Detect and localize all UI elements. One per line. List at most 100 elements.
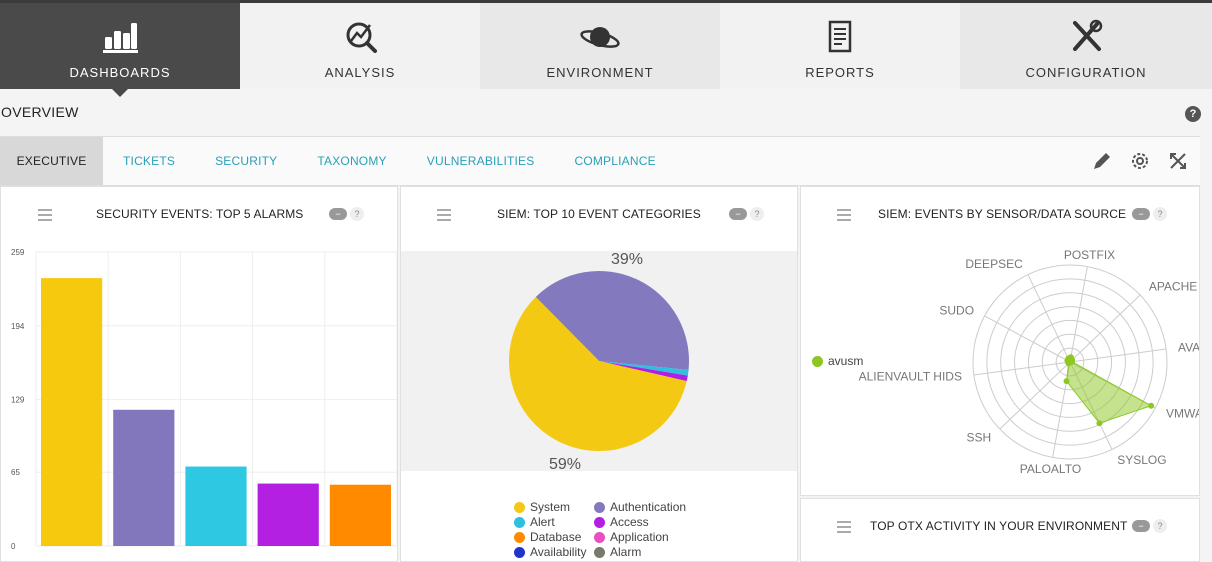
widget-help-icon[interactable]: ? xyxy=(1153,519,1167,533)
widget-events-by-sensor: SIEM: EVENTS BY SENSOR/DATA SOURCE − ? a… xyxy=(800,186,1200,496)
menu-icon[interactable] xyxy=(837,209,851,221)
widget-help-icon[interactable]: ? xyxy=(350,207,364,221)
pie-slice[interactable] xyxy=(535,271,689,371)
bar[interactable] xyxy=(113,409,175,546)
widget-controls: − ? xyxy=(729,207,764,221)
pie-legend-item[interactable]: Authentication xyxy=(594,500,686,514)
nav-reports-label: REPORTS xyxy=(805,65,875,80)
tab-taxonomy[interactable]: TAXONOMY xyxy=(317,154,387,168)
magnifier-chart-icon xyxy=(346,22,377,53)
radar-axis-label: POSTFIX xyxy=(1064,248,1115,262)
menu-icon[interactable] xyxy=(38,209,52,221)
fullscreen-icon[interactable] xyxy=(1166,149,1190,173)
widget-event-categories: SIEM: TOP 10 EVENT CATEGORIES − ? 39% 59%… xyxy=(400,186,798,562)
radar-axis-label: APACHE xyxy=(1149,280,1197,294)
legend-label: System xyxy=(530,500,571,514)
legend-dot xyxy=(812,355,823,367)
widget-otx-activity: TOP OTX ACTIVITY IN YOUR ENVIRONMENT − ? xyxy=(800,498,1200,562)
legend-dot xyxy=(594,531,605,543)
radar-point[interactable] xyxy=(1065,355,1072,362)
document-icon xyxy=(828,20,852,53)
pencil-icon[interactable] xyxy=(1090,149,1114,173)
collapse-toggle[interactable]: − xyxy=(1132,520,1150,532)
widget-help-icon[interactable]: ? xyxy=(1153,207,1167,221)
widget-header: SIEM: EVENTS BY SENSOR/DATA SOURCE − ? xyxy=(801,187,1199,243)
gear-icon[interactable] xyxy=(1128,149,1152,173)
y-tick-label: 65 xyxy=(11,468,20,477)
nav-dashboards[interactable]: DASHBOARDS xyxy=(0,3,240,97)
page-title: OVERVIEW xyxy=(1,104,79,120)
radar-axis xyxy=(999,361,1071,430)
tools-icon xyxy=(1073,19,1103,51)
radar-ring xyxy=(1027,319,1113,405)
nav-environment[interactable]: ENVIRONMENT xyxy=(480,3,720,89)
radar-axis xyxy=(973,361,1071,376)
radar-legend-item[interactable]: avusm xyxy=(812,354,863,368)
radar-axis-label: PALOALTO xyxy=(1020,462,1081,476)
pie-legend-item[interactable]: Availability xyxy=(514,545,586,559)
bar[interactable] xyxy=(41,278,103,546)
widget-header: SECURITY EVENTS: TOP 5 ALARMS − ? xyxy=(1,187,397,243)
radar-axis xyxy=(1069,348,1167,363)
pie-slice[interactable] xyxy=(509,296,687,452)
legend-label: Application xyxy=(610,530,669,544)
radar-ring xyxy=(1041,333,1099,391)
dashboard-tabs: EXECUTIVE TICKETS SECURITY TAXONOMY VULN… xyxy=(0,136,1200,186)
menu-icon[interactable] xyxy=(437,209,451,221)
radar-axis xyxy=(984,315,1071,363)
radar-axis-label: DEEPSEC xyxy=(965,257,1023,271)
widget-title: SIEM: TOP 10 EVENT CATEGORIES xyxy=(497,207,701,221)
tab-tickets[interactable]: TICKETS xyxy=(123,154,176,168)
tab-security[interactable]: SECURITY xyxy=(215,154,278,168)
radar-axis xyxy=(1069,294,1141,363)
tab-vulnerabilities[interactable]: VULNERABILITIES xyxy=(426,154,535,168)
pie-slice[interactable] xyxy=(599,361,688,382)
nav-analysis[interactable]: ANALYSIS xyxy=(240,3,480,89)
radar-point[interactable] xyxy=(1148,402,1155,409)
pie-legend-item[interactable]: Application xyxy=(594,530,669,544)
legend-dot xyxy=(514,546,525,558)
widget-header: SIEM: TOP 10 EVENT CATEGORIES − ? xyxy=(401,187,797,243)
y-tick-label: 129 xyxy=(11,396,25,405)
widget-controls: − ? xyxy=(1132,519,1167,533)
radar-point[interactable] xyxy=(1063,378,1070,385)
bar[interactable] xyxy=(185,466,247,546)
collapse-toggle[interactable]: − xyxy=(329,208,347,220)
pie-data-label: 39% xyxy=(611,251,643,268)
radar-axis-label: SSH xyxy=(966,430,991,444)
nav-configuration-label: CONFIGURATION xyxy=(1025,65,1147,80)
legend-dot xyxy=(594,546,605,558)
help-icon[interactable]: ? xyxy=(1185,106,1201,122)
radar-ring xyxy=(1014,306,1126,418)
legend-dot xyxy=(594,516,605,528)
widget-help-icon[interactable]: ? xyxy=(750,207,764,221)
bar[interactable] xyxy=(329,484,391,546)
nav-reports[interactable]: REPORTS xyxy=(720,3,960,89)
menu-icon[interactable] xyxy=(837,521,851,533)
radar-axis xyxy=(1069,266,1088,363)
radar-series-name: avusm xyxy=(828,354,864,368)
radar-axis-label: SUDO xyxy=(939,303,974,317)
pie-legend-item[interactable]: Access xyxy=(594,515,649,529)
pie-slice[interactable] xyxy=(599,361,689,376)
radar-ring xyxy=(1000,292,1140,432)
pie-legend-item[interactable]: Database xyxy=(514,530,581,544)
widget-header: TOP OTX ACTIVITY IN YOUR ENVIRONMENT − ? xyxy=(801,499,1199,555)
radar-ring xyxy=(972,264,1168,460)
nav-environment-label: ENVIRONMENT xyxy=(546,65,654,80)
radar-point[interactable] xyxy=(1096,420,1103,427)
pie-legend-item[interactable]: Alert xyxy=(514,515,555,529)
pie-legend-item[interactable]: Alarm xyxy=(594,545,641,559)
pie-chart: 39% 59% xyxy=(401,251,797,473)
widget-controls: − ? xyxy=(1132,207,1167,221)
tab-compliance[interactable]: COMPLIANCE xyxy=(574,154,656,168)
bar[interactable] xyxy=(257,483,319,546)
top-border xyxy=(0,0,1212,3)
collapse-toggle[interactable]: − xyxy=(1132,208,1150,220)
bar-chart: 259 194 129 65 0 xyxy=(11,248,397,551)
tab-executive[interactable]: EXECUTIVE xyxy=(0,137,103,185)
collapse-toggle[interactable]: − xyxy=(729,208,747,220)
pie-legend-item[interactable]: System xyxy=(514,500,570,514)
nav-configuration[interactable]: CONFIGURATION xyxy=(960,3,1212,89)
nav-dashboards-label: DASHBOARDS xyxy=(69,65,171,80)
